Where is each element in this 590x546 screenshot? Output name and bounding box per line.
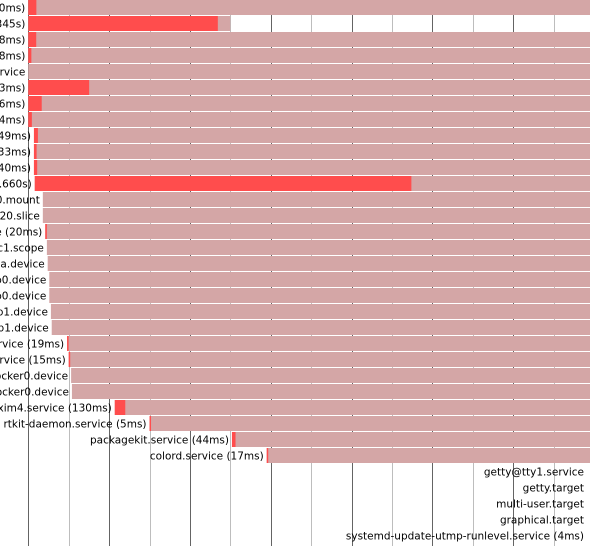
activating-bar	[28, 0, 37, 15]
unit-label: user-120.slice	[0, 211, 40, 223]
activating-bar	[149, 416, 152, 431]
unit-label: hddtemp.service (38ms)	[0, 51, 25, 63]
activating-bar	[68, 352, 71, 367]
unit-label: wpa_supplicant.service (15ms)	[0, 355, 66, 367]
activating-bar	[114, 400, 126, 415]
active-bar	[231, 432, 590, 447]
unit-label: session-c1.scope	[0, 243, 44, 255]
unit-label: groonga-httpd.service (98ms)	[0, 35, 25, 47]
unit-label: rtkit-daemon.service (5ms)	[3, 419, 146, 431]
unit-label: sys-devices-virtual-block-loop0.device	[0, 275, 46, 287]
activating-bar	[45, 224, 47, 239]
active-bar	[50, 304, 590, 319]
unit-label: exim4.service (130ms)	[0, 403, 112, 415]
active-bar	[68, 352, 590, 367]
unit-label: 71\x2d4d45\x2d8c0d\x2df149724ccc7a.devic…	[0, 259, 45, 271]
activating-bar	[34, 176, 412, 191]
activating-bar	[28, 80, 90, 95]
unit-label: dev-loop0.device	[0, 291, 46, 303]
unit-label: systemd-logind.service (100ms)	[0, 3, 25, 15]
unit-label: sys-devices-virtual-net-docker0.device	[0, 387, 69, 399]
unit-label: getty.target	[523, 483, 584, 495]
unit-label: virtualbox.service (166ms)	[0, 99, 25, 111]
activating-bar	[28, 16, 218, 31]
activating-bar	[266, 448, 269, 463]
active-bar	[51, 320, 590, 335]
active-bar	[67, 336, 590, 351]
active-bar	[28, 0, 590, 15]
active-bar	[28, 48, 590, 63]
activating-bar	[231, 432, 236, 447]
active-bar	[47, 256, 590, 271]
unit-label: upower.service (19ms)	[0, 339, 64, 351]
unit-label: multi-user.target	[496, 499, 584, 511]
active-bar	[28, 96, 590, 111]
unit-label: user@120.service (20ms)	[0, 227, 42, 239]
activating-bar	[28, 32, 37, 47]
active-bar	[28, 112, 590, 127]
active-bar	[28, 32, 590, 47]
active-bar	[114, 400, 590, 415]
active-bar	[33, 128, 590, 143]
active-bar	[71, 368, 590, 383]
unit-label: docker.service (753ms)	[0, 83, 25, 95]
activating-bar	[28, 112, 32, 127]
unit-bars	[28, 0, 590, 463]
active-bar	[33, 160, 590, 175]
activating-bar	[33, 144, 37, 159]
unit-label: dev-loop1.device	[0, 307, 48, 319]
activating-bar	[33, 160, 38, 175]
unit-label: sys-subsystem-net-devices-docker0.device	[0, 371, 68, 383]
unit-labels: systemd-logind.service (100ms) isc-dhcp-s…	[0, 3, 584, 543]
unit-label: colord.service (17ms)	[150, 451, 264, 463]
active-bar	[42, 192, 590, 207]
active-bar	[45, 224, 590, 239]
activating-bar	[67, 336, 69, 351]
active-bar	[28, 80, 590, 95]
unit-label: polkitd.service (49ms)	[0, 131, 31, 143]
active-bar	[49, 272, 590, 287]
unit-label: gdm.service (40ms)	[0, 163, 31, 175]
unit-label: plymouth-quit-wait.service (4.660s)	[0, 179, 32, 191]
active-bar	[149, 416, 590, 431]
unit-label: systemd-update-utmp-runlevel.service (4m…	[346, 531, 584, 543]
active-bar	[49, 288, 590, 303]
active-bar	[33, 144, 590, 159]
activating-bar	[28, 48, 32, 63]
unit-label: getty@tty1.service	[484, 467, 584, 479]
unit-label: proc-sys-fs-binfmt_misc.mount (33ms)	[0, 147, 31, 159]
activating-bar	[33, 128, 38, 143]
activating-bar	[28, 96, 42, 111]
unit-label: packagekit.service (44ms)	[90, 435, 229, 447]
unit-label: cups-browsed.service	[0, 67, 25, 79]
unit-label: lm-sensors.service (44ms)	[0, 115, 25, 127]
active-bar	[266, 448, 590, 463]
active-bar	[46, 240, 590, 255]
unit-label: graphical.target	[500, 515, 584, 527]
unit-label: run-user-120.mount	[0, 195, 40, 207]
unit-label: isc-dhcp-server.service (2.345s)	[0, 19, 25, 31]
active-bar	[71, 384, 590, 399]
active-bar	[28, 64, 590, 79]
unit-label: sys-devices-virtual-block-loop1.device	[0, 323, 49, 335]
active-bar	[42, 208, 590, 223]
